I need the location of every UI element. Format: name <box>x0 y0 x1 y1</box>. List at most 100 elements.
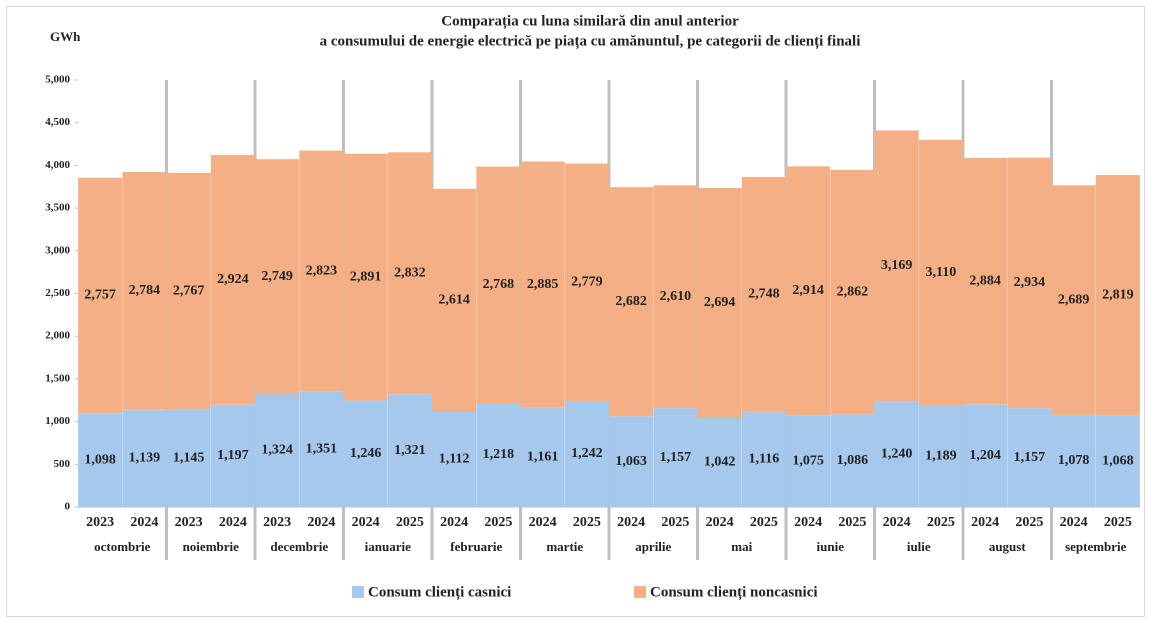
bar-segment <box>432 188 477 413</box>
bar-segment <box>653 408 698 507</box>
value-label: 1,075 <box>792 453 824 468</box>
bar-segment <box>830 169 875 415</box>
group-label: februarie <box>450 539 502 554</box>
x-tick-label: 2024 <box>352 515 380 530</box>
value-label: 2,767 <box>173 283 205 298</box>
chart-frame <box>6 6 1145 617</box>
group-label: septembrie <box>1065 539 1127 554</box>
x-tick-label: 2024 <box>1060 515 1088 530</box>
bar-segment <box>564 163 609 401</box>
x-tick-label: 2023 <box>175 515 203 530</box>
bar-segment <box>520 161 565 408</box>
value-label: 1,098 <box>84 452 116 467</box>
x-tick-label: 2024 <box>307 515 335 530</box>
y-tick-label: 1,500 <box>45 372 70 384</box>
value-label: 1,189 <box>925 448 957 463</box>
value-label: 2,885 <box>527 277 559 292</box>
value-label: 2,757 <box>84 288 116 303</box>
legend-swatch <box>634 586 646 598</box>
value-label: 1,351 <box>306 442 338 457</box>
bar-segment <box>918 405 963 507</box>
group-label: iulie <box>907 539 931 554</box>
value-label: 1,161 <box>527 450 559 465</box>
value-label: 1,157 <box>1014 450 1046 465</box>
value-label: 2,884 <box>969 273 1001 288</box>
bar-segment <box>741 177 786 412</box>
value-label: 1,063 <box>615 454 647 469</box>
x-tick-label: 2023 <box>263 515 291 530</box>
value-label: 1,321 <box>394 443 426 458</box>
x-tick-label: 2024 <box>617 515 645 530</box>
value-label: 2,694 <box>704 295 736 310</box>
y-tick-label: 4,500 <box>45 116 70 128</box>
x-tick-label: 2024 <box>971 515 999 530</box>
bar-segment <box>476 166 521 403</box>
bar-segment <box>78 413 123 507</box>
value-label: 1,078 <box>1058 453 1090 468</box>
bar-segment <box>963 157 1008 405</box>
x-tick-label: 2024 <box>794 515 822 530</box>
value-label: 1,197 <box>217 448 249 463</box>
bar-segment <box>609 187 654 417</box>
bar-segment <box>874 130 919 402</box>
group-label: octombrie <box>94 539 151 554</box>
group-label: ianuarie <box>365 539 411 554</box>
group-label: aprilie <box>635 539 671 554</box>
legend-swatch <box>352 586 364 598</box>
value-label: 1,042 <box>704 455 736 470</box>
value-label: 1,204 <box>969 448 1001 463</box>
bar-segment <box>874 401 919 507</box>
x-tick-label: 2024 <box>706 515 734 530</box>
y-tick-label: 2,000 <box>45 330 70 342</box>
bar-segment <box>653 185 698 409</box>
group-label: iunie <box>817 539 845 554</box>
bar-segment <box>1007 408 1052 507</box>
value-label: 2,823 <box>306 263 338 278</box>
value-label: 1,112 <box>439 452 470 467</box>
bar-segment <box>830 414 875 507</box>
value-label: 2,862 <box>837 284 869 299</box>
x-tick-label: 2025 <box>1015 515 1043 530</box>
value-label: 3,110 <box>926 265 957 280</box>
bar-segment <box>1007 157 1052 409</box>
bar-segment <box>387 394 432 507</box>
value-label: 2,779 <box>571 274 603 289</box>
chart-title: a consumului de energie electrică pe pia… <box>320 33 861 49</box>
x-tick-label: 2024 <box>440 515 468 530</box>
x-tick-label: 2025 <box>750 515 778 530</box>
value-label: 2,682 <box>615 294 647 309</box>
x-tick-label: 2025 <box>1104 515 1132 530</box>
legend-label: Consum clienți casnici <box>368 584 511 600</box>
value-label: 1,068 <box>1102 454 1134 469</box>
x-tick-label: 2023 <box>86 515 114 530</box>
x-tick-label: 2024 <box>883 515 911 530</box>
value-label: 2,891 <box>350 269 382 284</box>
bar-segment <box>786 415 831 507</box>
value-label: 1,116 <box>749 452 780 467</box>
bar-segment <box>520 407 565 507</box>
bar-segment <box>918 139 963 406</box>
value-label: 2,832 <box>394 265 426 280</box>
value-label: 1,157 <box>660 450 692 465</box>
bar-segment <box>122 409 167 507</box>
bar-segment <box>343 400 388 507</box>
bar-segment <box>166 172 211 410</box>
value-label: 1,246 <box>350 446 382 461</box>
bar-segment <box>1051 414 1096 507</box>
value-label: 1,086 <box>837 453 869 468</box>
x-tick-label: 2025 <box>661 515 689 530</box>
bar-segment <box>299 150 344 392</box>
bar-segment <box>255 159 300 394</box>
value-label: 3,169 <box>881 258 913 273</box>
bar-segment <box>387 152 432 395</box>
y-tick-label: 2,500 <box>45 287 70 299</box>
x-tick-label: 2025 <box>838 515 866 530</box>
group-label: mai <box>731 539 752 554</box>
value-label: 1,145 <box>173 450 205 465</box>
y-tick-label: 3,000 <box>45 244 70 256</box>
value-label: 1,218 <box>483 447 515 462</box>
bar-segment <box>1051 185 1096 415</box>
value-label: 2,749 <box>261 269 293 284</box>
bar-segment <box>210 155 255 405</box>
y-tick-label: 1,000 <box>45 415 70 427</box>
